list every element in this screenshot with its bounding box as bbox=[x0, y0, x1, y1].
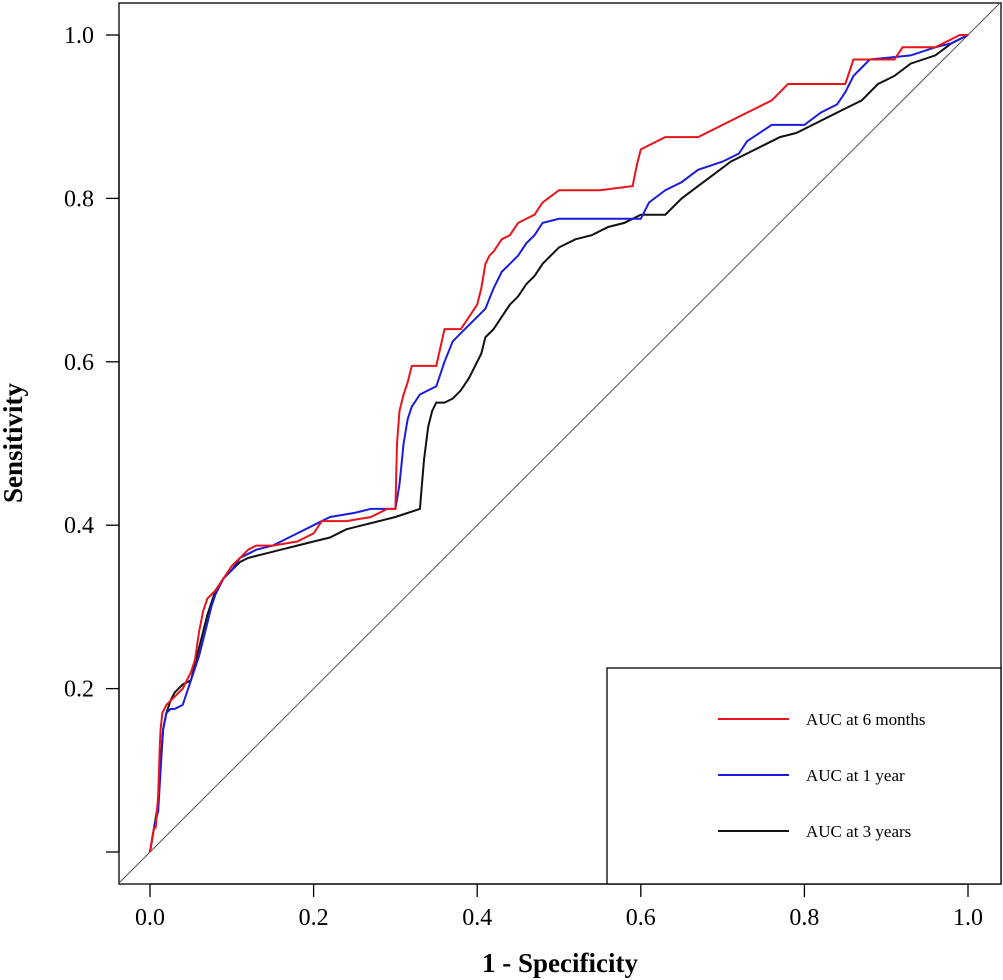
x-tick-label: 0.8 bbox=[789, 905, 819, 931]
reference-line-layer bbox=[119, 1, 1002, 883]
y-tick-label: 0.6 bbox=[64, 350, 94, 376]
legend: AUC at 6 months AUC at 1 year AUC at 3 yea… bbox=[606, 667, 1002, 885]
x-axis: 0.0 0.2 0.4 0.6 0.8 1.0 bbox=[135, 883, 983, 931]
y-tick-label: 0.4 bbox=[64, 513, 94, 539]
series-line-2 bbox=[149, 34, 969, 853]
x-tick-label: 0.2 bbox=[299, 905, 329, 931]
x-tick-label: 0.0 bbox=[135, 905, 165, 931]
x-tick-label: 0.6 bbox=[626, 905, 656, 931]
legend-label: AUC at 1 year bbox=[806, 766, 905, 785]
legend-box bbox=[606, 667, 1002, 885]
x-tick-label: 1.0 bbox=[953, 905, 983, 931]
y-axis-title: Sensitivity bbox=[0, 382, 28, 503]
legend-label: AUC at 3 years bbox=[806, 822, 911, 841]
y-tick-label: 0.2 bbox=[64, 677, 94, 703]
y-tick-label: 1.0 bbox=[64, 23, 94, 49]
y-axis: 0.2 0.4 0.6 0.8 1.0 bbox=[64, 23, 120, 853]
series-line-1 bbox=[149, 34, 968, 853]
x-axis-title: 1 - Specificity bbox=[482, 948, 638, 978]
reference-diagonal-line bbox=[119, 1, 1002, 883]
series-layer bbox=[149, 34, 969, 853]
legend-label: AUC at 6 months bbox=[806, 710, 925, 729]
series-line-3 bbox=[149, 34, 969, 853]
y-tick-label: 0.8 bbox=[64, 186, 94, 212]
x-tick-label: 0.4 bbox=[462, 905, 492, 931]
